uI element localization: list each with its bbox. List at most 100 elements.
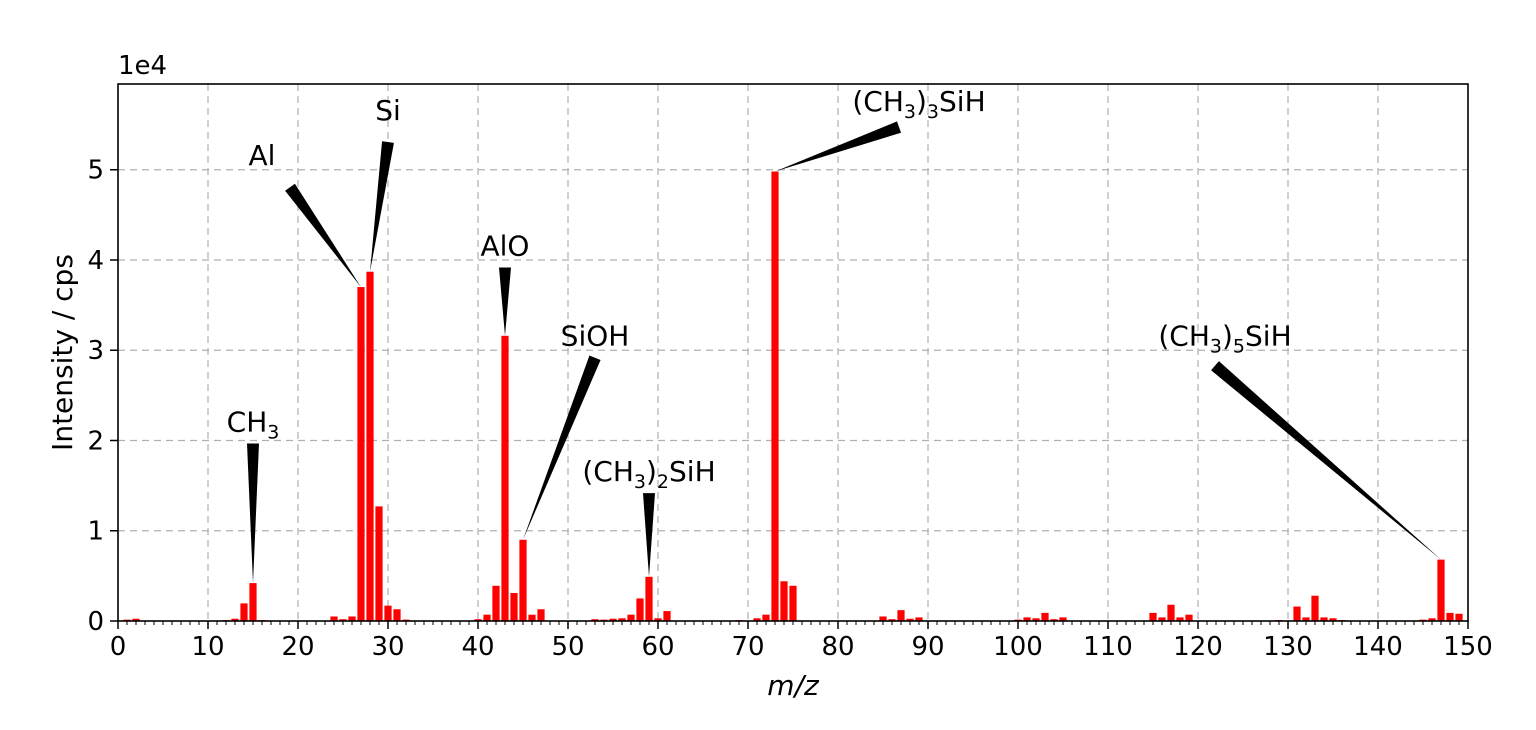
bar-mz-31 (393, 609, 401, 621)
bar-mz-47 (537, 609, 545, 621)
y-tick-label: 1 (87, 517, 104, 547)
y-tick-label: 4 (87, 246, 104, 276)
bar-mz-85 (879, 616, 887, 621)
x-tick-label: 80 (821, 632, 854, 662)
bar-mz-56 (618, 618, 626, 621)
x-tick-label: 10 (191, 632, 224, 662)
bar-mz-146 (1428, 618, 1436, 621)
bar-mz-57 (627, 614, 635, 621)
annotation-arrow (643, 493, 655, 577)
x-tick-label: 120 (1173, 632, 1223, 662)
bar-mz-75 (789, 585, 797, 621)
bar-mz-30 (384, 605, 392, 621)
bar-mz-29 (375, 506, 383, 621)
bar-mz-86 (888, 619, 896, 621)
bar-mz-42 (492, 585, 500, 621)
bar-mz-41 (483, 614, 491, 621)
y-tick-label: 3 (87, 336, 104, 366)
bar-mz-58 (636, 598, 644, 621)
bar-mz-53 (591, 619, 599, 621)
x-tick-label: 140 (1353, 632, 1403, 662)
bar-mz-61 (663, 611, 671, 621)
bar-mz-119 (1185, 614, 1193, 621)
bar-mz-44 (510, 593, 518, 621)
bar-mz-148 (1446, 612, 1454, 621)
bar-mz-149 (1455, 613, 1463, 621)
annotation-ch3-3-sih: (CH3)3SiH (852, 85, 985, 123)
bar-mz-25 (339, 619, 347, 621)
annotation-arrow (775, 121, 902, 172)
annotation-ch3-2-sih: (CH3)2SiH (582, 455, 715, 493)
axis-ticks: 0 10 20 30 40 50 60 70 80 90 100 110 120 130 140 150 0 1 2… (87, 156, 1492, 662)
y-tick-label: 0 (87, 607, 104, 637)
annotation-arrow (499, 267, 511, 336)
bar-mz-135 (1329, 618, 1337, 621)
bar-mz-117 (1167, 604, 1175, 621)
y-axis-title: Intensity / cps (46, 254, 79, 451)
annotation-arrow (523, 355, 601, 540)
annotation-si: Si (375, 94, 401, 127)
bar-mz-72 (762, 614, 770, 621)
bar-mz-105 (1059, 617, 1067, 621)
x-tick-label: 110 (1083, 632, 1133, 662)
bar-mz-147 (1437, 559, 1445, 621)
bar-mz-27 (357, 287, 365, 621)
y-offset-label: 1e4 (118, 51, 167, 81)
y-tick-label: 5 (87, 156, 104, 186)
bar-mz-60 (654, 618, 662, 621)
y-tick-label: 2 (87, 426, 104, 456)
bar-mz-132 (1302, 617, 1310, 621)
bar-mz-131 (1293, 606, 1301, 621)
bar-mz-24 (330, 616, 338, 621)
x-tick-label: 60 (641, 632, 674, 662)
bar-mz-115 (1149, 612, 1157, 621)
bar-mz-59 (645, 576, 653, 621)
annotation-arrow (1211, 361, 1441, 560)
bar-mz-45 (519, 539, 527, 621)
annotation-al: Al (249, 139, 276, 172)
x-tick-label: 30 (371, 632, 404, 662)
bar-mz-71 (753, 618, 761, 621)
bars (123, 171, 1463, 621)
annotation-arrows (247, 121, 1441, 584)
annotation-alo: AlO (481, 229, 530, 262)
bar-mz-103 (1041, 612, 1049, 621)
x-tick-label: 150 (1443, 632, 1493, 662)
bar-mz-133 (1311, 595, 1319, 621)
x-tick-label: 90 (911, 632, 944, 662)
bar-mz-14 (240, 603, 248, 621)
bar-mz-74 (780, 581, 788, 621)
annotation-arrow (285, 183, 361, 288)
annotation-ch3: CH3 (227, 405, 280, 443)
annotation-ch3-5-sih: (CH3)5SiH (1158, 320, 1291, 358)
bar-mz-118 (1176, 617, 1184, 621)
bar-mz-43 (501, 335, 509, 621)
x-tick-label: 20 (281, 632, 314, 662)
bar-mz-104 (1050, 619, 1058, 621)
bar-mz-26 (348, 616, 356, 621)
bar-mz-13 (231, 618, 239, 621)
bar-mz-40 (474, 619, 482, 621)
bar-mz-73 (771, 171, 779, 621)
x-axis-title: m/z (767, 669, 820, 702)
bar-mz-102 (1032, 618, 1040, 621)
bar-mz-89 (915, 617, 923, 621)
bar-mz-116 (1158, 617, 1166, 621)
bar-mz-87 (897, 610, 905, 621)
x-tick-label: 70 (731, 632, 764, 662)
bar-mz-15 (249, 583, 257, 621)
bar-mz-46 (528, 614, 536, 621)
bar-mz-88 (906, 618, 914, 621)
x-tick-label: 40 (461, 632, 494, 662)
x-tick-label: 50 (551, 632, 584, 662)
x-tick-label: 0 (110, 632, 127, 662)
bar-mz-2 (132, 618, 140, 621)
bar-mz-28 (366, 271, 374, 621)
x-tick-label: 130 (1263, 632, 1313, 662)
grid (118, 84, 1468, 621)
annotation-sioh: SiOH (561, 320, 630, 353)
bar-mz-134 (1320, 617, 1328, 621)
annotation-arrow (247, 443, 259, 584)
x-tick-label: 100 (993, 632, 1043, 662)
